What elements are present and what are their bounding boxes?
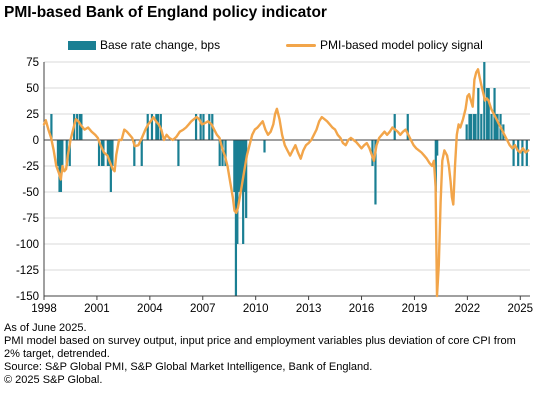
y-tick-label: 25 [26,109,39,121]
bar [150,114,154,140]
bar [512,140,515,166]
bar [233,140,236,192]
note-source: Source: S&P Global PMI, S&P Global Marke… [4,361,373,373]
y-tick-label: -150 [16,291,39,303]
chart-legend: Base rate change, bps PMI-based model po… [0,38,540,54]
legend-label-bars: Base rate change, bps [100,38,221,52]
chart-title: PMI-based Bank of England policy indicat… [4,4,327,21]
y-tick-label: 50 [26,83,39,95]
bar [472,114,476,140]
bar [236,140,239,244]
bar [56,140,60,166]
y-tick-label: -25 [22,161,39,173]
x-tick-label: 2025 [508,303,534,315]
bar [177,140,180,166]
y-tick-label: -50 [22,187,39,199]
bar [521,140,524,166]
bar [58,140,61,192]
bar [155,114,158,140]
bar [68,140,71,166]
bar [237,140,240,192]
bar [50,114,53,140]
x-tick-label: 2004 [137,303,163,315]
bar [494,114,498,140]
bar [140,140,143,166]
bar [240,140,243,192]
y-tick-label: -75 [22,213,39,225]
bar [517,140,520,166]
bar [61,140,64,166]
x-tick-label: 2007 [190,303,216,315]
bar [465,124,468,140]
note-methodology: PMI model based on survey output, input … [4,335,516,360]
bar [59,140,63,192]
bar [194,114,198,140]
bar [108,140,111,166]
bar [224,140,227,166]
bar [434,140,437,192]
bar [245,140,248,218]
legend-swatch-bars [68,40,96,50]
bar [374,140,377,205]
bar [490,114,493,140]
policy-signal-line [42,68,530,298]
bar [65,140,68,166]
bar [221,140,224,166]
bar [487,88,490,140]
bar [133,140,136,166]
legend-label-line: PMI-based model policy signal [320,38,483,52]
y-tick-label: 75 [26,57,39,69]
bar [234,140,238,296]
y-tick-label: -125 [16,265,39,277]
note-copyright: © 2025 S&P Global. [4,374,103,386]
bar [76,114,79,140]
y-tick-label: 0 [33,135,39,147]
bar [406,114,409,140]
x-tick-label: 2022 [455,303,481,315]
x-tick-label: 2010 [243,303,269,315]
x-tick-label: 2016 [349,303,375,315]
note-date: As of June 2025. [4,322,87,334]
bar [474,114,477,140]
bar [100,140,104,166]
bar [393,114,396,140]
chart-notes: As of June 2025. PMI model based on surv… [4,322,534,387]
bar [202,114,205,140]
legend-swatch-line [286,43,316,47]
x-tick-label: 2001 [84,303,110,315]
x-tick-label: 2019 [402,303,428,315]
bar [199,114,202,140]
bar [263,140,266,153]
bar [436,140,439,156]
bar [371,140,374,166]
bar [208,114,211,140]
bar [486,88,489,140]
bar [239,140,242,192]
bar [78,114,82,140]
bar [156,114,160,140]
bar [111,140,114,166]
bar [242,140,245,244]
bar [480,114,483,140]
x-tick-label: 1998 [31,303,57,315]
bar [496,114,499,140]
bar [218,140,221,166]
bar [477,88,480,140]
bar [106,140,109,166]
legend-item-line: PMI-based model policy signal [286,38,483,52]
x-tick-label: 2013 [296,303,322,315]
bar [97,140,101,166]
legend-item-bars: Base rate change, bps [68,38,220,52]
bar [468,114,471,140]
y-tick-label: -100 [16,239,39,251]
bar [469,114,473,140]
